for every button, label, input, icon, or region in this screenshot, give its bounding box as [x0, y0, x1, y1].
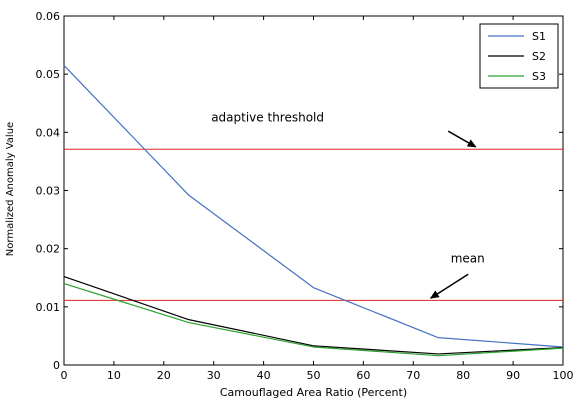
x-tick-label: 40 [257, 369, 271, 382]
x-tick-label: 30 [207, 369, 221, 382]
y-tick-label: 0 [53, 359, 60, 372]
y-tick-label: 0.05 [36, 68, 61, 81]
annotation-arrow [447, 130, 477, 148]
legend-label: S2 [532, 50, 546, 63]
legend-label: S1 [532, 30, 546, 43]
annotation-label: mean [451, 252, 485, 266]
x-tick-label: 70 [406, 369, 420, 382]
y-tick-label: 0.01 [36, 301, 61, 314]
legend-label: S3 [532, 70, 546, 83]
x-tick-label: 50 [307, 369, 321, 382]
series-line-s2 [63, 276, 564, 355]
series-line-s1 [63, 65, 564, 348]
x-tick-label: 60 [356, 369, 370, 382]
x-tick-label: 20 [157, 369, 171, 382]
x-tick-label: 90 [506, 369, 520, 382]
x-tick-label: 10 [107, 369, 121, 382]
annotation-arrow [429, 273, 469, 299]
y-tick-label: 0.03 [36, 185, 61, 198]
x-tick-label: 80 [456, 369, 470, 382]
y-tick-label: 0.04 [36, 126, 61, 139]
y-tick-label: 0.06 [36, 10, 61, 23]
x-tick-label: 100 [553, 369, 574, 382]
x-tick-label: 0 [61, 369, 68, 382]
y-tick-label: 0.02 [36, 243, 61, 256]
series-line-s3 [63, 282, 564, 357]
annotation-label: adaptive threshold [211, 110, 324, 124]
y-axis-label: Normalized Anomaly Value [5, 122, 16, 256]
x-axis-label: Camouflaged Area Ratio (Percent) [220, 386, 407, 398]
